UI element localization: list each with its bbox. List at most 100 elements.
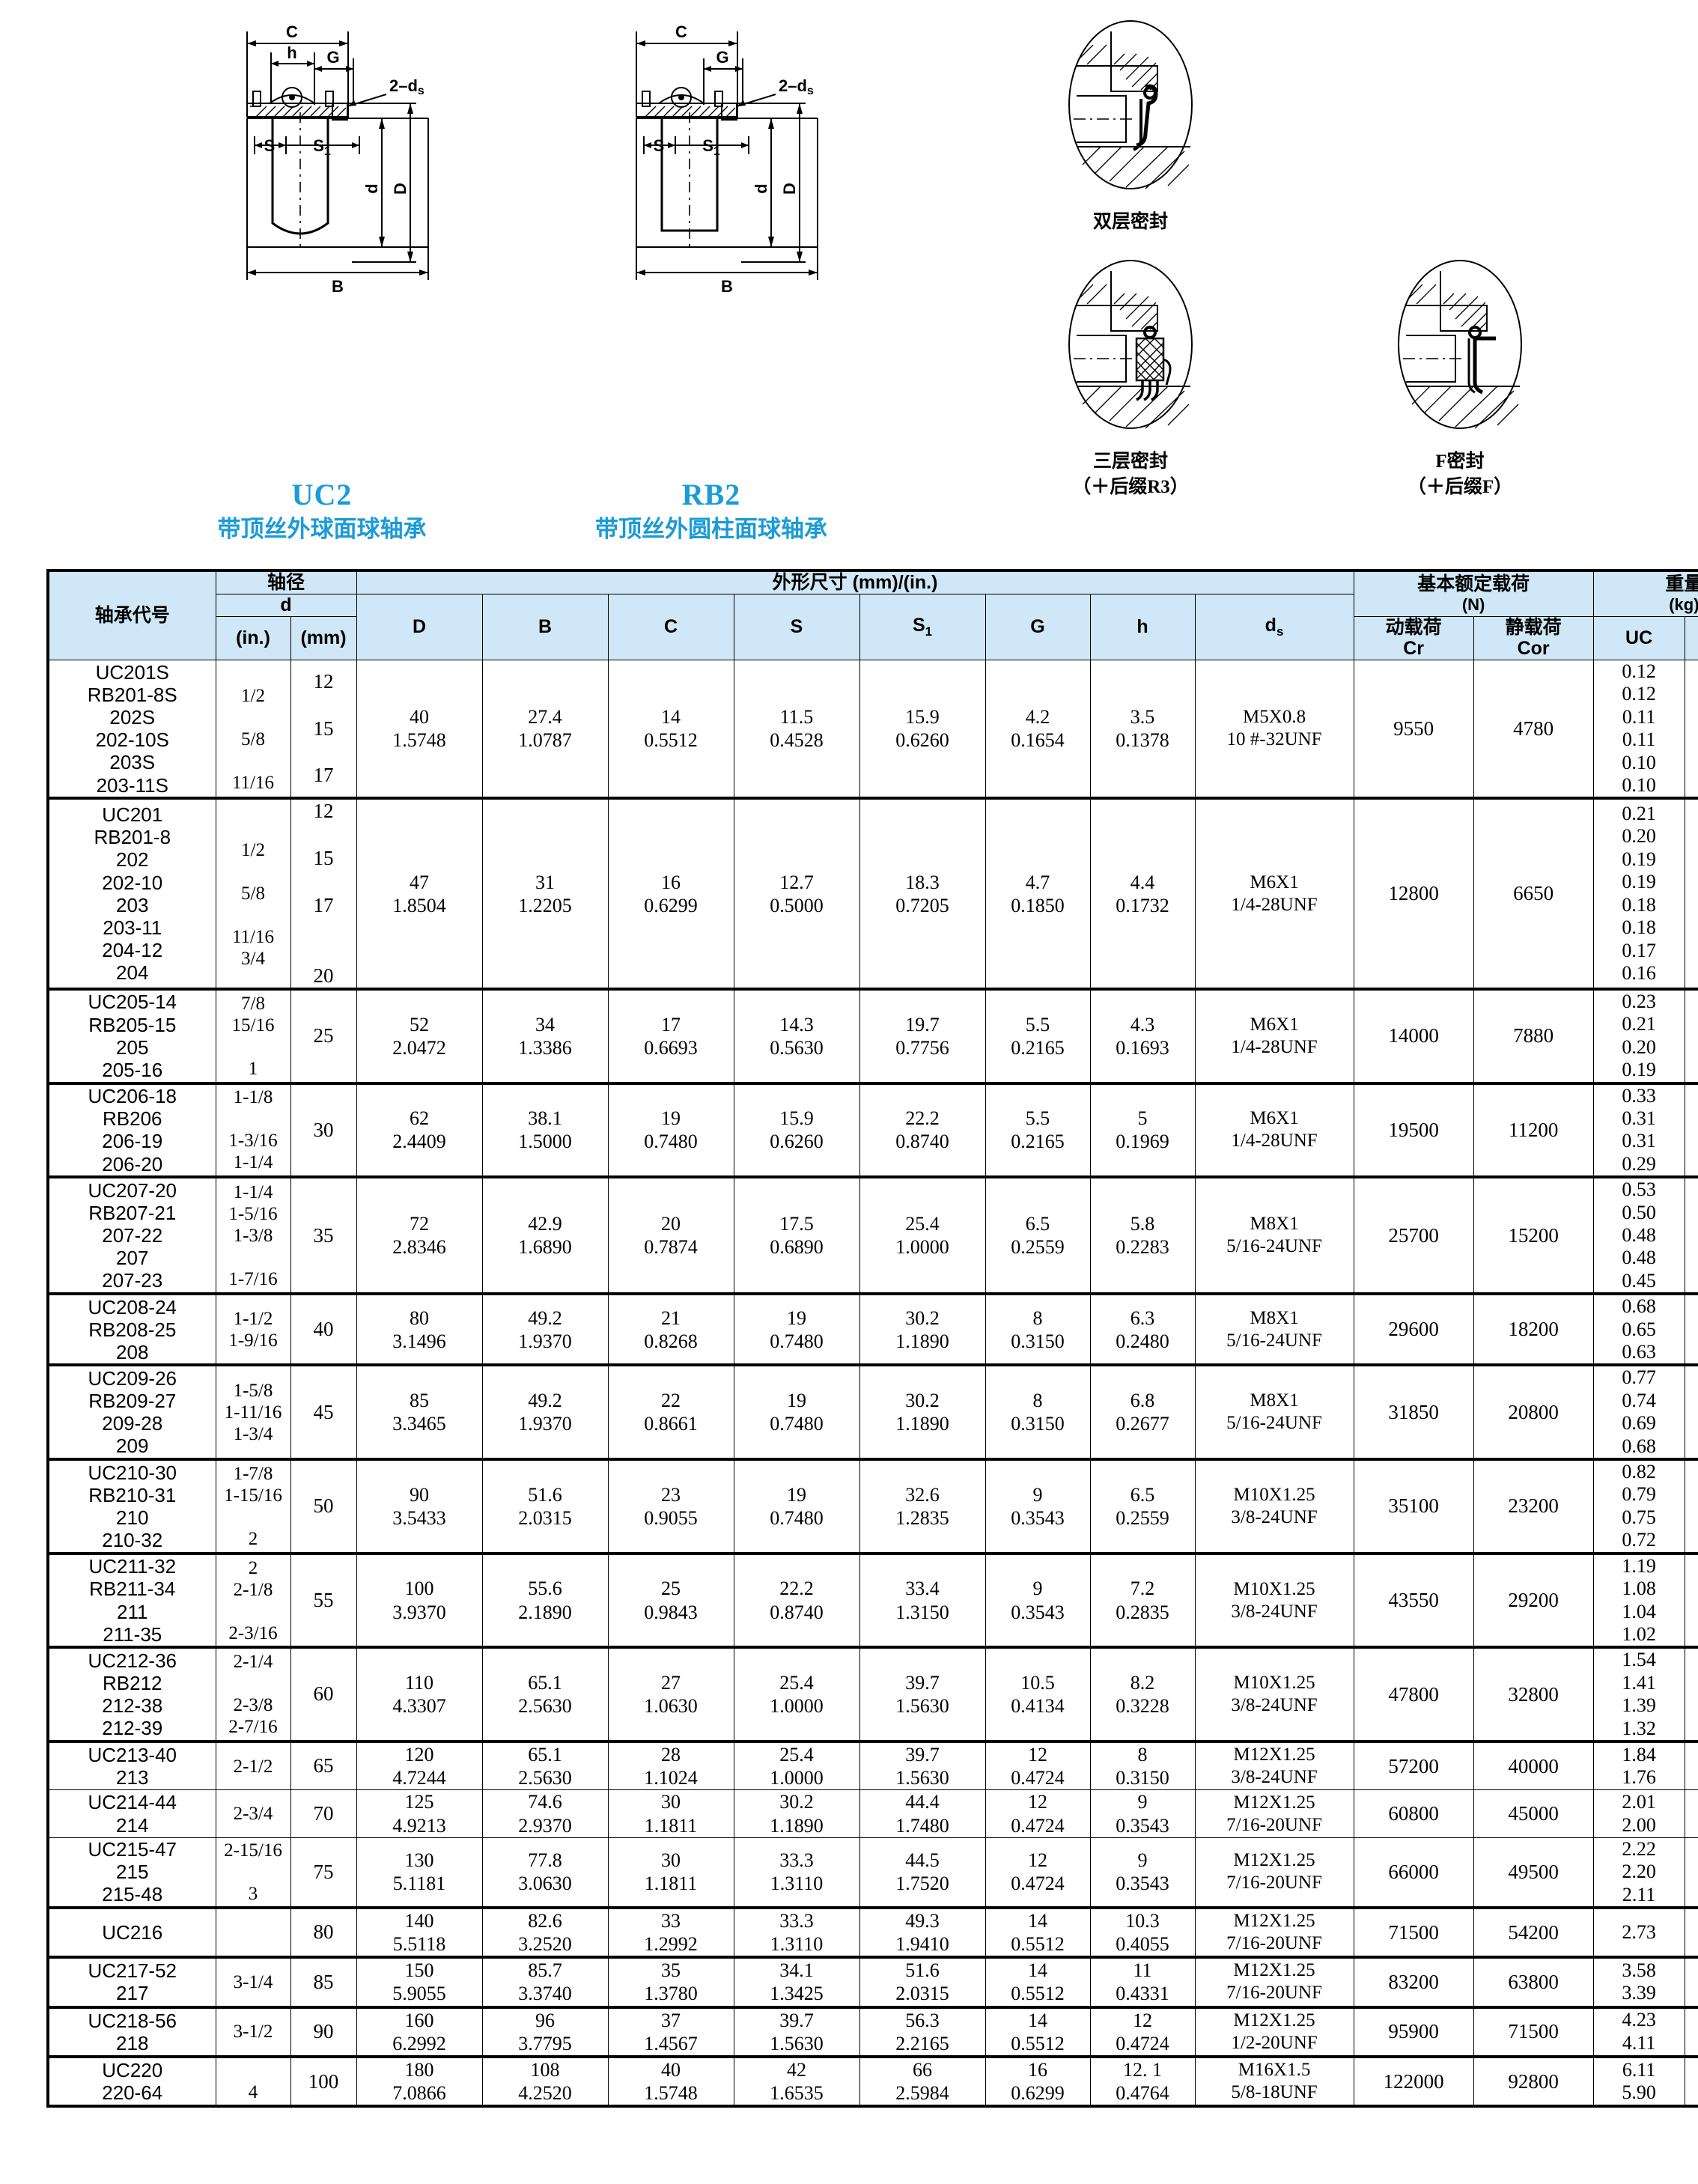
cell-dim-ds: M12X1.25 1/2-20UNF — [1194, 2007, 1354, 2059]
cell-dynamic-load: 29600 — [1353, 1293, 1474, 1367]
cell-shaft-dia-inch: 3-1/2 — [215, 2007, 291, 2059]
cell-dim-S: 11.5 0.4528 — [733, 660, 860, 800]
cell-dim-S1: 15.9 0.6260 — [859, 660, 986, 800]
table-body: UC201S RB201-8S 202S 202-10S 203S 203-11… — [46, 660, 1698, 2108]
cell-shaft-dia-inch: 2-15/16 3 — [215, 1837, 291, 1909]
header-weight-rb: RB — [1684, 615, 1698, 660]
cell-weight-rb: 0.34 0.32 0.32 0.30 — [1684, 1083, 1698, 1179]
cell-dim-D: 150 5.9055 — [356, 1956, 483, 2009]
cell-dim-D: 85 3.3465 — [356, 1364, 483, 1461]
cell-weight-rb: 1.58 1.45 1.43 1.36 — [1684, 1646, 1698, 1743]
cell-weight-rb: 1.22 1.11 1.07 1.05 — [1684, 1553, 1698, 1649]
cell-dim-ds: M12X1.25 7/16-20UNF — [1194, 1956, 1354, 2009]
cell-shaft-dia-mm: 75 — [290, 1837, 357, 1909]
header-col-D: D — [356, 593, 483, 661]
cell-dim-S: 34.1 1.3425 — [733, 1956, 860, 2009]
cell-dim-G: 9 0.3543 — [985, 1458, 1091, 1555]
cell-dynamic-load: 35100 — [1353, 1458, 1474, 1555]
cell-dim-ds: M8X1 5/16-24UNF — [1194, 1176, 1354, 1296]
cell-dynamic-load: 9550 — [1353, 660, 1474, 800]
cell-dynamic-load: 57200 — [1353, 1741, 1474, 1791]
table-row: UC220 220-64 4 100 180 7.0866 108 4.2520 40 … — [46, 2056, 1698, 2108]
cell-dim-C: 33 1.2992 — [607, 1907, 734, 1959]
cell-static-load: 71500 — [1473, 2007, 1594, 2059]
cell-shaft-dia-mm: 40 — [290, 1293, 357, 1367]
cell-shaft-dia-mm: 30 — [290, 1083, 357, 1179]
cell-dynamic-load: 19500 — [1353, 1083, 1474, 1179]
cell-weight-rb: 0.70 0.67 0.65 — [1684, 1293, 1698, 1367]
cell-dim-S1: 44.4 1.7480 — [859, 1789, 986, 1838]
cell-dim-ds: M8X1 5/16-24UNF — [1194, 1364, 1354, 1461]
header-basic-load: 基本额定载荷 (N) — [1353, 569, 1594, 617]
cell-dim-S1: 30.2 1.1890 — [859, 1364, 986, 1461]
table-row: UC208-24 RB208-25 208 1-1/2 1-9/16 40 80 3.… — [46, 1293, 1698, 1367]
cell-weight-rb: --- — [1684, 1956, 1698, 2009]
cell-dim-B: 34 1.3386 — [481, 988, 609, 1085]
cell-dim-S1: 44.5 1.7520 — [859, 1837, 986, 1909]
table-row: UC206-18 RB206 206-19 206-20 1-1/8 1-3/16… — [46, 1083, 1698, 1179]
double-seal-drawing — [1048, 15, 1213, 202]
cell-static-load: 4780 — [1473, 660, 1594, 800]
cell-dim-C: 35 1.3780 — [607, 1956, 734, 2009]
cell-dim-S1: 66 2.5984 — [859, 2056, 986, 2108]
cell-weight-rb: 0.24 0.22 0.21 0.20 — [1684, 988, 1698, 1085]
cell-dim-S: 33.3 1.3110 — [733, 1907, 860, 1959]
cell-dim-h: 3.5 0.1378 — [1089, 660, 1196, 800]
cell-dim-G: 14 0.5512 — [985, 1907, 1091, 1959]
rb2-label-D: D — [780, 183, 799, 195]
cell-dim-D: 120 4.7244 — [356, 1741, 483, 1791]
cell-dim-D: 52 2.0472 — [356, 988, 483, 1085]
cell-dim-h: 10.3 0.4055 — [1089, 1907, 1196, 1959]
cell-weight-uc: 0.12 0.12 0.11 0.11 0.10 0.10 — [1592, 660, 1685, 800]
cell-dim-D: 100 3.9370 — [356, 1553, 483, 1649]
cell-dim-S1: 33.4 1.3150 — [859, 1553, 986, 1649]
cell-dim-S1: 30.2 1.1890 — [859, 1293, 986, 1367]
cell-dim-h: 9 0.3543 — [1089, 1837, 1196, 1909]
cell-dim-S1: 25.4 1.0000 — [859, 1176, 986, 1296]
cell-dim-B: 65.1 2.5630 — [481, 1646, 609, 1743]
cell-weight-uc: 1.19 1.08 1.04 1.02 — [1592, 1553, 1685, 1649]
cell-shaft-dia-mm: 65 — [290, 1741, 357, 1791]
bearing-spec-table-wrap: 轴承代号 轴径 外形尺寸 (mm)/(in.) 基本额定载荷 (N) 重量 (k… — [46, 568, 1698, 2108]
cell-dim-ds: M12X1.25 7/16-20UNF — [1194, 1837, 1354, 1909]
rb2-label-C: C — [675, 22, 687, 41]
cell-dim-S: 30.2 1.1890 — [733, 1789, 860, 1838]
cell-shaft-dia-inch: 1/2 5/8 11/16 3/4 — [215, 797, 291, 991]
cell-dim-C: 23 0.9055 — [607, 1458, 734, 1555]
cell-dim-B: 49.2 1.9370 — [481, 1293, 609, 1367]
cell-bearing-codes: UC210-30 RB210-31 210 210-32 — [46, 1458, 216, 1555]
cell-shaft-dia-mm: 60 — [290, 1646, 357, 1743]
cell-dim-ds: M12X1.25 7/16-20UNF — [1194, 1907, 1354, 1959]
cell-dim-C: 28 1.1024 — [607, 1741, 734, 1791]
cell-dim-ds: M6X1 1/4-28UNF — [1194, 1083, 1354, 1179]
triple-seal-drawing — [1048, 255, 1213, 442]
rb2-bearing-drawing: C G 2–ds S S1 d D B — [629, 22, 973, 472]
cell-static-load: 11200 — [1473, 1083, 1594, 1179]
cell-weight-rb: 0.85 0.82 0.78 0.75 — [1684, 1458, 1698, 1555]
rb2-code: RB2 — [681, 478, 741, 511]
triple-seal-caption: 三层密封 （＋后缀R3） — [1072, 451, 1189, 497]
cell-dim-B: 82.6 3.2520 — [481, 1907, 609, 1959]
cell-weight-uc: 0.53 0.50 0.48 0.48 0.45 — [1592, 1176, 1685, 1296]
cell-static-load: 54200 — [1473, 1907, 1594, 1959]
cell-dim-G: 8 0.3150 — [985, 1293, 1091, 1367]
cell-weight-uc: 0.33 0.31 0.31 0.29 — [1592, 1083, 1685, 1179]
uc2-label-S: S — [264, 136, 276, 155]
rb2-caption-cn: 带顶丝外圆柱面球轴承 — [595, 516, 827, 542]
cell-weight-rb: 0.55 0.52 0.50 0.50 0.47 — [1684, 1176, 1698, 1296]
cell-shaft-dia-inch: 2-1/2 — [215, 1741, 291, 1791]
cell-weight-rb: --- — [1684, 1789, 1698, 1838]
header-bearing-code: 轴承代号 — [46, 569, 216, 660]
header-col-G: G — [985, 593, 1091, 661]
cell-static-load: 40000 — [1473, 1741, 1594, 1791]
cell-weight-uc: 3.58 3.39 — [1592, 1956, 1685, 2009]
cell-dim-S: 14.3 0.5630 — [733, 988, 860, 1085]
cell-dim-B: 27.4 1.0787 — [481, 660, 609, 800]
cell-dim-G: 14 0.5512 — [985, 2007, 1091, 2059]
cell-dim-D: 160 6.2992 — [356, 2007, 483, 2059]
cell-shaft-dia-inch: 7/8 15/16 1 — [215, 988, 291, 1085]
cell-dim-ds: M6X1 1/4-28UNF — [1194, 988, 1354, 1085]
cell-dim-C: 20 0.7874 — [607, 1176, 734, 1296]
cell-dim-ds: M10X1.25 3/8-24UNF — [1194, 1646, 1354, 1743]
